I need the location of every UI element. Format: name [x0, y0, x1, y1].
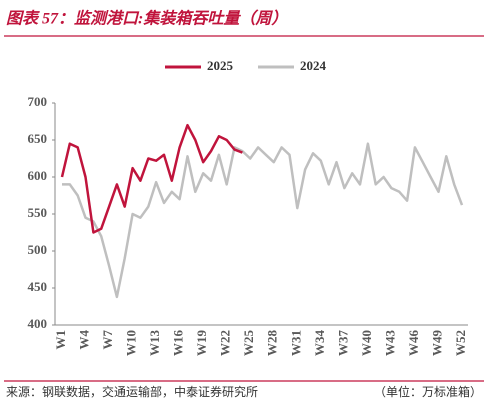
line-series — [60, 123, 243, 234]
source: 来源：钢联数据，交通运输部，中泰证券研究所 — [6, 384, 258, 399]
x-tick-label: W46 — [406, 330, 421, 357]
y-tick-label: 550 — [28, 205, 48, 220]
y-tick-label: 450 — [28, 279, 48, 294]
x-tick-label: W31 — [288, 330, 303, 356]
legend-label: 2024 — [300, 58, 327, 73]
y-tick-label: 650 — [28, 131, 48, 146]
x-tick-label: W52 — [453, 330, 468, 356]
x-tick-label: W49 — [429, 330, 444, 357]
x-tick-label: W10 — [124, 330, 139, 356]
x-tick-label: W19 — [194, 330, 209, 357]
x-tick-label: W34 — [312, 330, 327, 357]
x-tick-label: W4 — [77, 330, 92, 350]
x-tick-label: W28 — [265, 330, 280, 357]
x-tick-label: W25 — [241, 330, 256, 357]
legend-label: 2025 — [207, 58, 234, 73]
line-series — [62, 142, 464, 299]
x-tick-label: W16 — [171, 330, 186, 357]
unit-note: （单位：万标准箱） — [374, 384, 482, 399]
x-tick-label: W1 — [53, 330, 68, 350]
y-tick-label: 400 — [28, 316, 48, 331]
x-tick-label: W7 — [100, 330, 115, 350]
chart-title: 图表 57：监测港口:集装箱吞吐量（周） — [6, 9, 287, 28]
x-tick-label: W37 — [335, 330, 350, 357]
x-tick-label: W40 — [359, 330, 374, 356]
y-tick-label: 700 — [28, 94, 48, 109]
x-tick-label: W13 — [147, 330, 162, 357]
y-tick-label: 600 — [28, 168, 48, 183]
x-tick-label: W43 — [382, 330, 397, 357]
x-tick-label: W22 — [218, 330, 233, 356]
y-tick-label: 500 — [28, 242, 48, 257]
